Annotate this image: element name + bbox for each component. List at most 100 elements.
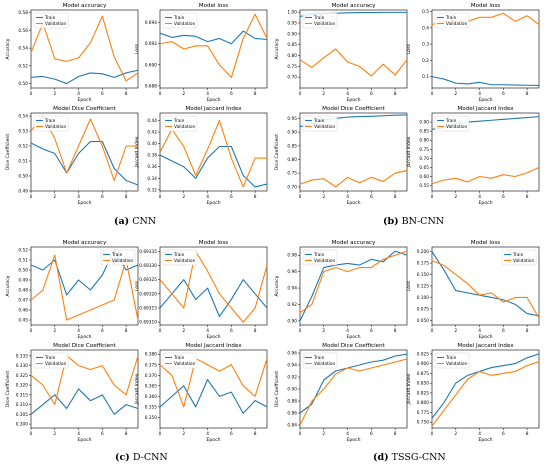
series-line-validation xyxy=(299,358,408,426)
legend-label-validation: Validation xyxy=(45,124,66,130)
x-tick-label: 2 xyxy=(53,431,56,437)
x-tick-label: 4 xyxy=(77,328,80,334)
chart-panel-6: Model Dice Coefficient 0 2 4 6 8 0.70 0.75 0.80 0… xyxy=(274,106,408,206)
x-axis-label: Epoch xyxy=(478,437,492,443)
chart-panel-0: Model accuracy 0 2 4 6 8 0.50 0.52 0.54 0.56 0.58 E… xyxy=(5,3,139,103)
x-tick-label: 4 xyxy=(346,194,349,200)
y-tick-label: 0.1 xyxy=(422,74,429,80)
x-tick-label: 0 xyxy=(299,194,302,200)
legend-box xyxy=(33,12,69,29)
x-tick-label: 6 xyxy=(370,194,373,200)
legend-label-train: Train xyxy=(512,252,524,258)
legend-label-validation: Validation xyxy=(446,21,467,27)
y-tick-label: 0.51 xyxy=(18,159,28,165)
y-tick-label: 0.355 xyxy=(145,404,158,410)
legend-label-validation: Validation xyxy=(446,124,467,130)
legend-label-validation: Validation xyxy=(314,21,335,27)
caption-a-name: CNN xyxy=(132,216,157,227)
x-tick-label: 4 xyxy=(206,91,209,97)
legend-box xyxy=(162,352,198,369)
y-axis-label: Jaccard Index xyxy=(134,373,140,405)
x-tick-label: 4 xyxy=(77,91,80,97)
chart-title: Model accuracy xyxy=(63,3,108,9)
x-axis-label: Epoch xyxy=(77,334,91,340)
chart-panel-12: Model accuracy 0 2 4 6 8 0.90 0.92 0.94 0.96 0.98 E… xyxy=(274,240,408,340)
x-tick-label: 4 xyxy=(77,194,80,200)
x-tick-label: 6 xyxy=(101,91,104,97)
x-tick-label: 4 xyxy=(206,194,209,200)
y-tick-label: 0.90 xyxy=(287,318,297,324)
x-tick-label: 2 xyxy=(322,194,325,200)
series-line-train xyxy=(159,145,268,188)
y-tick-label: 0.80 xyxy=(419,138,429,144)
chart-title: Model Jaccard Index xyxy=(457,343,514,349)
chart-title: Model Dice Coefficient xyxy=(53,106,117,112)
legend-box xyxy=(302,115,338,132)
y-axis-label: Accuracy xyxy=(5,38,11,59)
x-tick-label: 4 xyxy=(478,91,481,97)
chart-title: Model loss xyxy=(199,3,228,9)
x-tick-label: 0 xyxy=(431,194,434,200)
x-tick-label: 2 xyxy=(322,328,325,334)
x-tick-label: 0 xyxy=(30,431,33,437)
y-tick-label: 0.150 xyxy=(417,272,430,278)
chart-title: Model Jaccard Index xyxy=(185,106,242,112)
x-tick-label: 8 xyxy=(125,431,128,437)
y-tick-label: 0.88 xyxy=(287,399,297,405)
x-axis-label: Epoch xyxy=(206,437,220,443)
legend-label-train: Train xyxy=(44,15,56,21)
y-tick-label: 0.69315 xyxy=(139,305,157,311)
x-tick-label: 4 xyxy=(77,431,80,437)
chart-title: Model Dice Coefficient xyxy=(53,343,117,349)
y-tick-label: 0.95 xyxy=(287,116,297,122)
x-tick-label: 0 xyxy=(30,91,33,97)
y-tick-label: 0.86 xyxy=(287,411,297,417)
y-tick-label: 0.85 xyxy=(287,42,297,48)
x-tick-label: 6 xyxy=(370,91,373,97)
y-tick-label: 0.370 xyxy=(145,373,158,379)
x-tick-label: 4 xyxy=(478,431,481,437)
y-tick-label: 0.2 xyxy=(422,58,429,64)
y-tick-label: 0.90 xyxy=(287,130,297,136)
legend-label-train: Train xyxy=(313,355,325,361)
y-tick-label: 0.69335 xyxy=(139,249,157,255)
legend-label-validation: Validation xyxy=(314,361,335,367)
y-tick-label: 0.52 xyxy=(18,144,28,150)
x-tick-label: 4 xyxy=(346,91,349,97)
x-tick-label: 2 xyxy=(53,91,56,97)
x-tick-label: 0 xyxy=(431,91,434,97)
x-tick-label: 4 xyxy=(478,328,481,334)
y-axis-label: Loss xyxy=(134,280,140,291)
y-tick-label: 0.75 xyxy=(287,171,297,177)
chart-panel-2: Model Dice Coefficient 0 2 4 6 8 0.49 0.50 0.51 0… xyxy=(5,106,139,206)
y-tick-label: 0.42 xyxy=(147,130,157,136)
y-tick-label: 0.375 xyxy=(145,362,158,368)
y-tick-label: 0.69325 xyxy=(139,277,157,283)
x-axis-label: Epoch xyxy=(346,200,360,206)
x-tick-label: 0 xyxy=(299,431,302,437)
x-tick-label: 6 xyxy=(101,194,104,200)
x-tick-label: 4 xyxy=(478,194,481,200)
y-tick-label: 0.51 xyxy=(18,258,28,264)
x-tick-label: 6 xyxy=(230,194,233,200)
y-tick-label: 0.58 xyxy=(18,10,28,16)
series-line-validation xyxy=(159,119,267,188)
series-line-validation xyxy=(299,169,408,188)
legend-box xyxy=(162,249,198,266)
legend-label-train: Train xyxy=(445,15,457,21)
chart-panel-14: Model Dice Coefficient 0 2 4 6 8 0.84 0.86 0.88 0… xyxy=(274,343,408,443)
y-axis-label: Accuracy xyxy=(274,275,280,296)
legend-label-train: Train xyxy=(44,355,56,361)
series-line-train xyxy=(431,251,540,317)
chart-panel-4: Model accuracy 0 2 4 6 8 0.70 0.75 0.80 0.85 0.90 0… xyxy=(274,3,408,103)
x-axis-label: Epoch xyxy=(206,200,220,206)
y-tick-label: 0.90 xyxy=(287,31,297,37)
y-axis-label: Dice Coefficient xyxy=(274,371,280,407)
x-tick-label: 6 xyxy=(370,431,373,437)
